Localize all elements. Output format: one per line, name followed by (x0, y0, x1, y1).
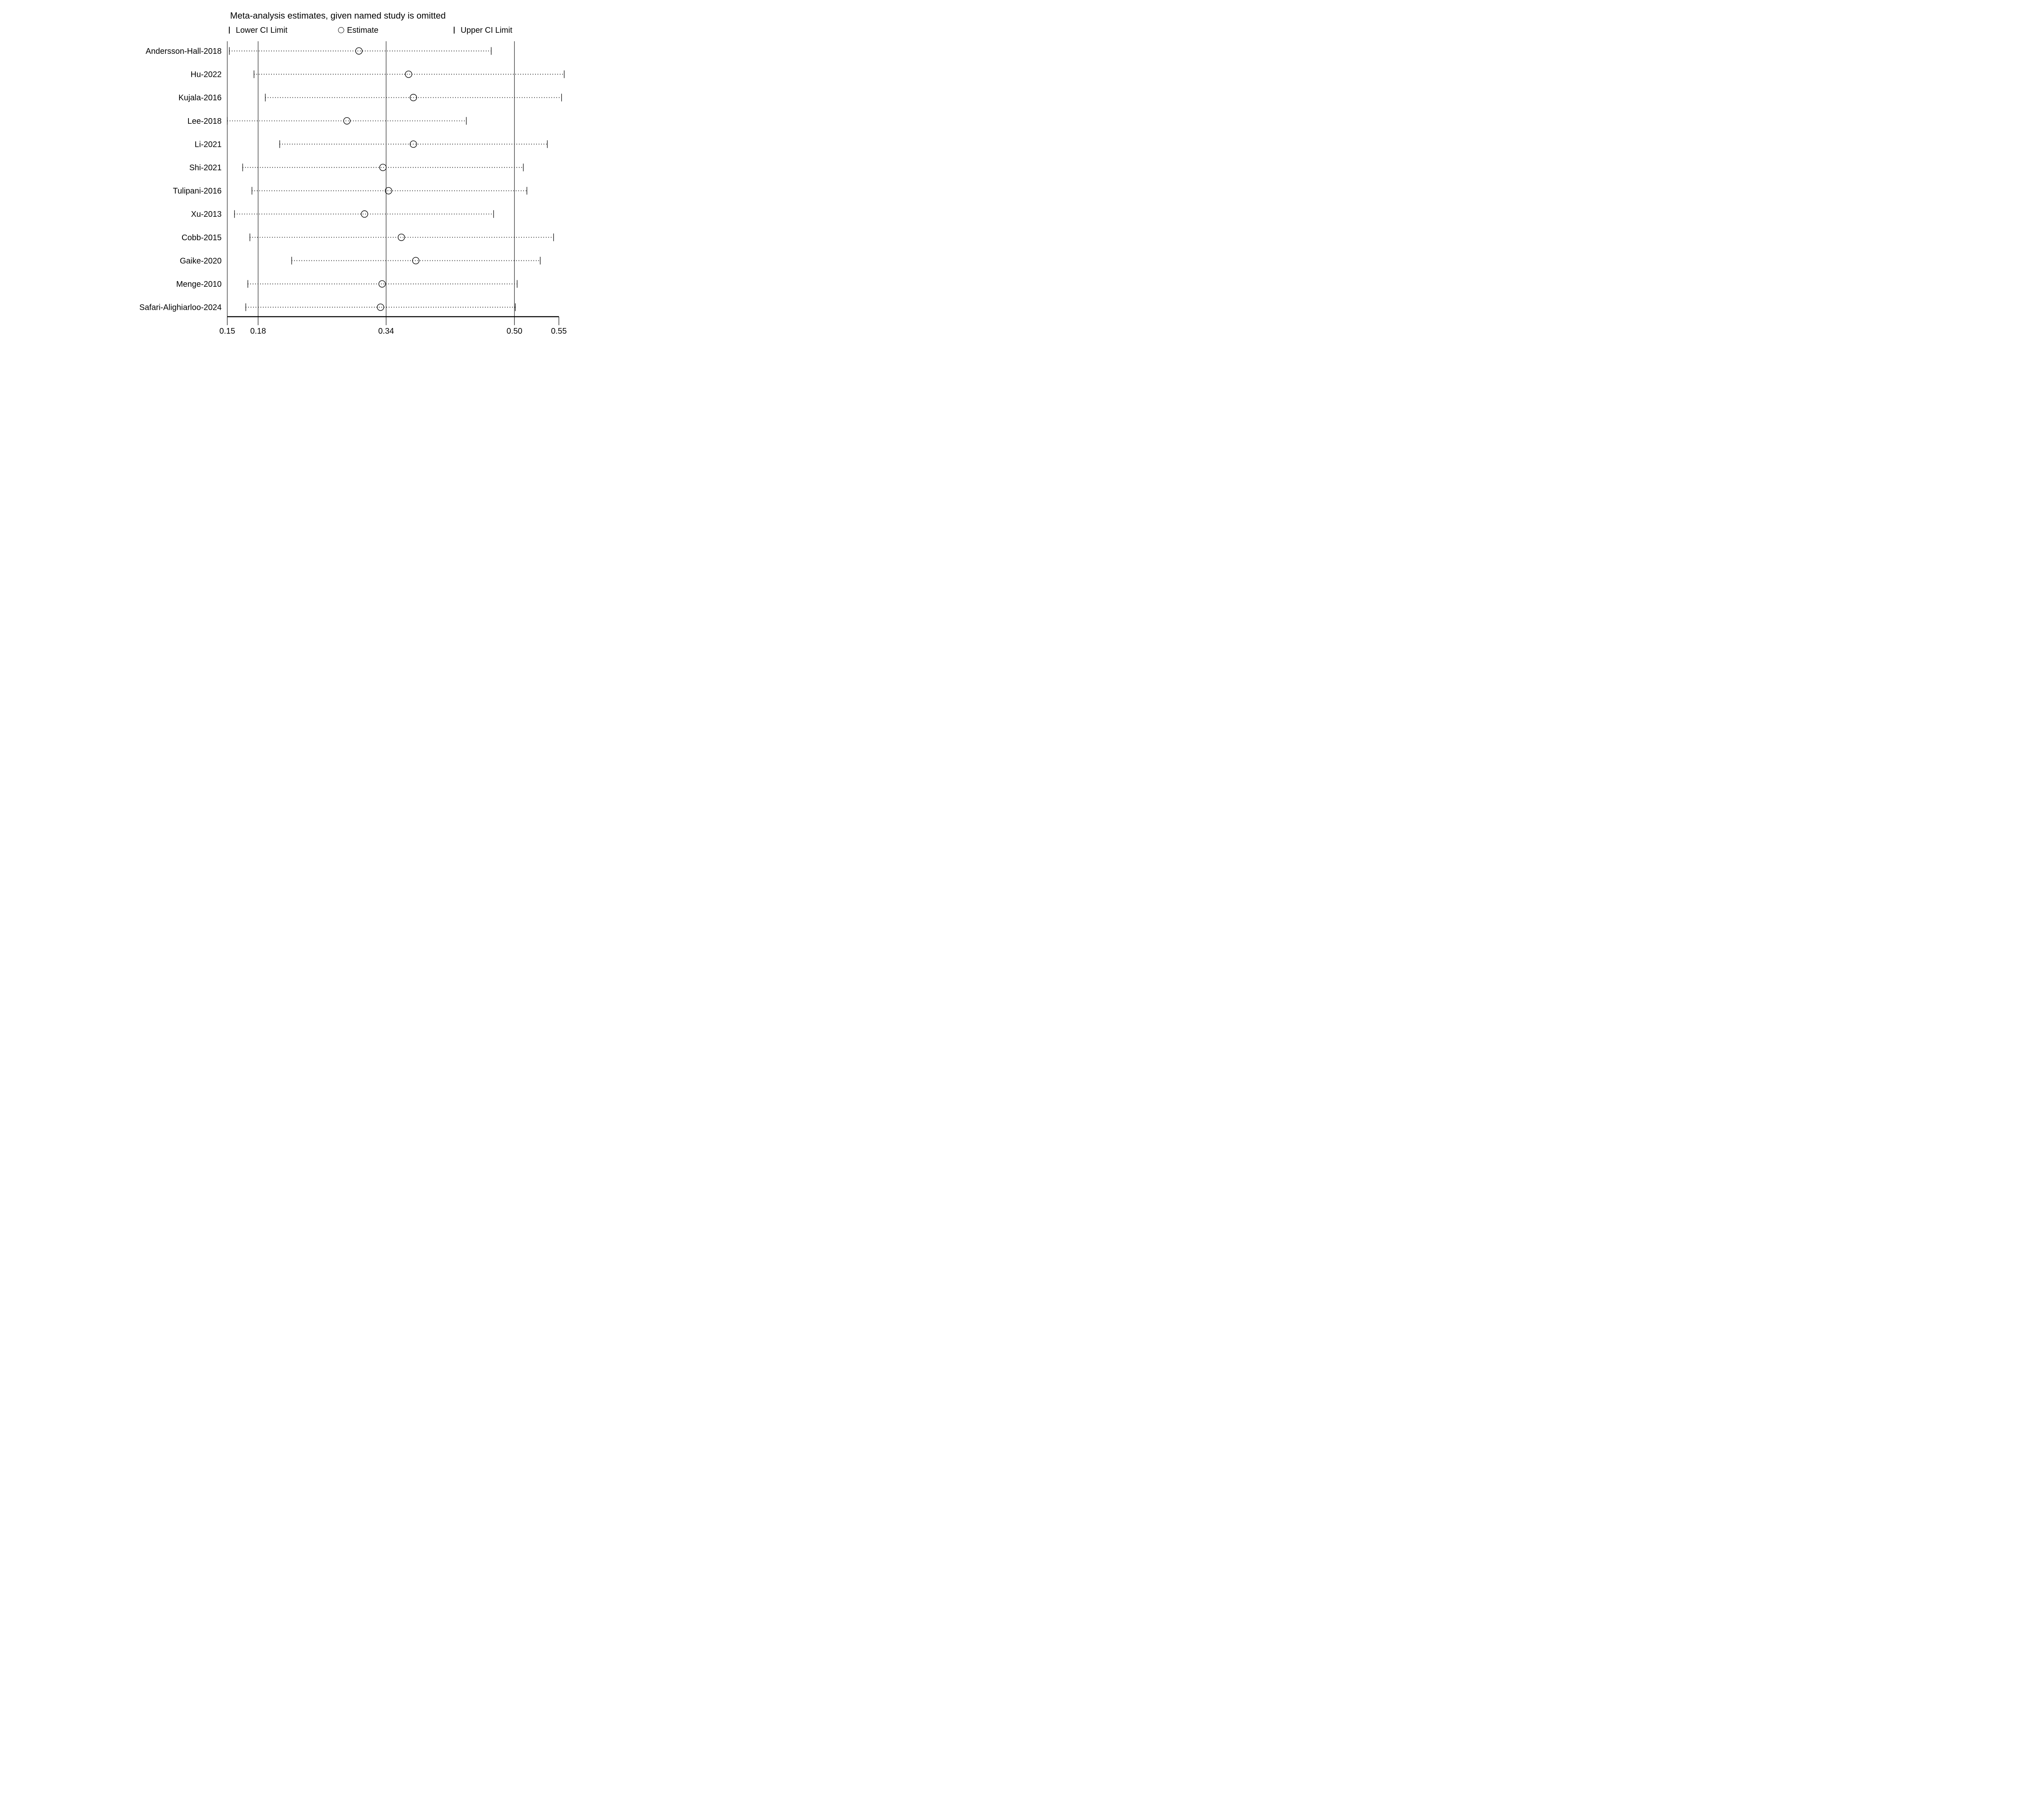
x-tick-label: 0.50 (507, 327, 522, 336)
estimate-marker (379, 164, 387, 171)
study-label: Lee-2018 (187, 117, 222, 126)
estimate-marker (398, 233, 405, 241)
study-label: Menge-2010 (176, 280, 222, 289)
study-row: Andersson-Hall-2018 (146, 47, 492, 56)
study-label: Tulipani-2016 (173, 187, 222, 196)
x-tick-label: 0.34 (378, 327, 394, 336)
study-label: Andersson-Hall-2018 (146, 47, 222, 56)
study-label: Kujala-2016 (178, 93, 222, 102)
chart-title: Meta-analysis estimates, given named stu… (230, 11, 446, 21)
legend-label-upper-ci: Upper CI Limit (461, 26, 512, 35)
plot-area: Andersson-Hall-2018 Hu-2022 Kujala-2016 Lee… (140, 41, 567, 336)
study-row: Menge-2010 (176, 280, 518, 289)
study-row: Hu-2022 (190, 70, 565, 79)
chart-legend: Lower CI Limit Estimate Upper CI Limit (0, 0, 647, 40)
estimate-marker (410, 94, 417, 102)
study-row: Li-2021 (195, 140, 548, 149)
study-label: Li-2021 (195, 140, 222, 149)
study-label: Gaike-2020 (180, 256, 222, 265)
estimate-marker (355, 47, 363, 55)
estimate-marker (412, 257, 420, 265)
legend-label-estimate: Estimate (347, 26, 379, 35)
x-axis: 0.15 0.18 0.34 0.50 0.55 (220, 316, 567, 336)
study-label: Hu-2022 (190, 70, 222, 79)
study-row: Lee-2018 (187, 117, 467, 126)
estimate-marker (378, 280, 386, 288)
x-tick-label: 0.15 (220, 327, 235, 336)
estimate-marker (361, 210, 368, 218)
estimate-marker (385, 187, 392, 195)
study-rows: Andersson-Hall-2018 Hu-2022 Kujala-2016 Lee… (140, 47, 565, 312)
study-row: Safari-Alighiarloo-2024 (140, 303, 516, 312)
study-label: Shi-2021 (189, 163, 222, 172)
upper-ci-tick-icon (454, 27, 455, 36)
study-row: Cobb-2015 (182, 233, 554, 242)
estimate-marker (377, 303, 384, 311)
legend-label-lower-ci: Lower CI Limit (236, 26, 288, 35)
study-row: Shi-2021 (189, 163, 524, 172)
estimate-marker (405, 70, 412, 78)
x-tick-label: 0.18 (250, 327, 266, 336)
x-tick-label: 0.55 (551, 327, 567, 336)
study-row: Gaike-2020 (180, 256, 541, 265)
estimate-marker (410, 140, 417, 148)
lower-ci-tick-icon (229, 27, 230, 36)
reference-lines (227, 41, 515, 317)
study-row: Xu-2013 (191, 210, 494, 219)
study-label: Cobb-2015 (182, 233, 222, 242)
study-label: Xu-2013 (191, 210, 222, 219)
forest-plot: Meta-analysis estimates, given named stu… (0, 0, 647, 364)
study-row: Kujala-2016 (178, 93, 562, 102)
estimate-marker (343, 117, 351, 125)
study-row: Tulipani-2016 (173, 187, 527, 196)
study-label: Safari-Alighiarloo-2024 (140, 303, 222, 312)
estimate-circle-icon (338, 27, 344, 35)
